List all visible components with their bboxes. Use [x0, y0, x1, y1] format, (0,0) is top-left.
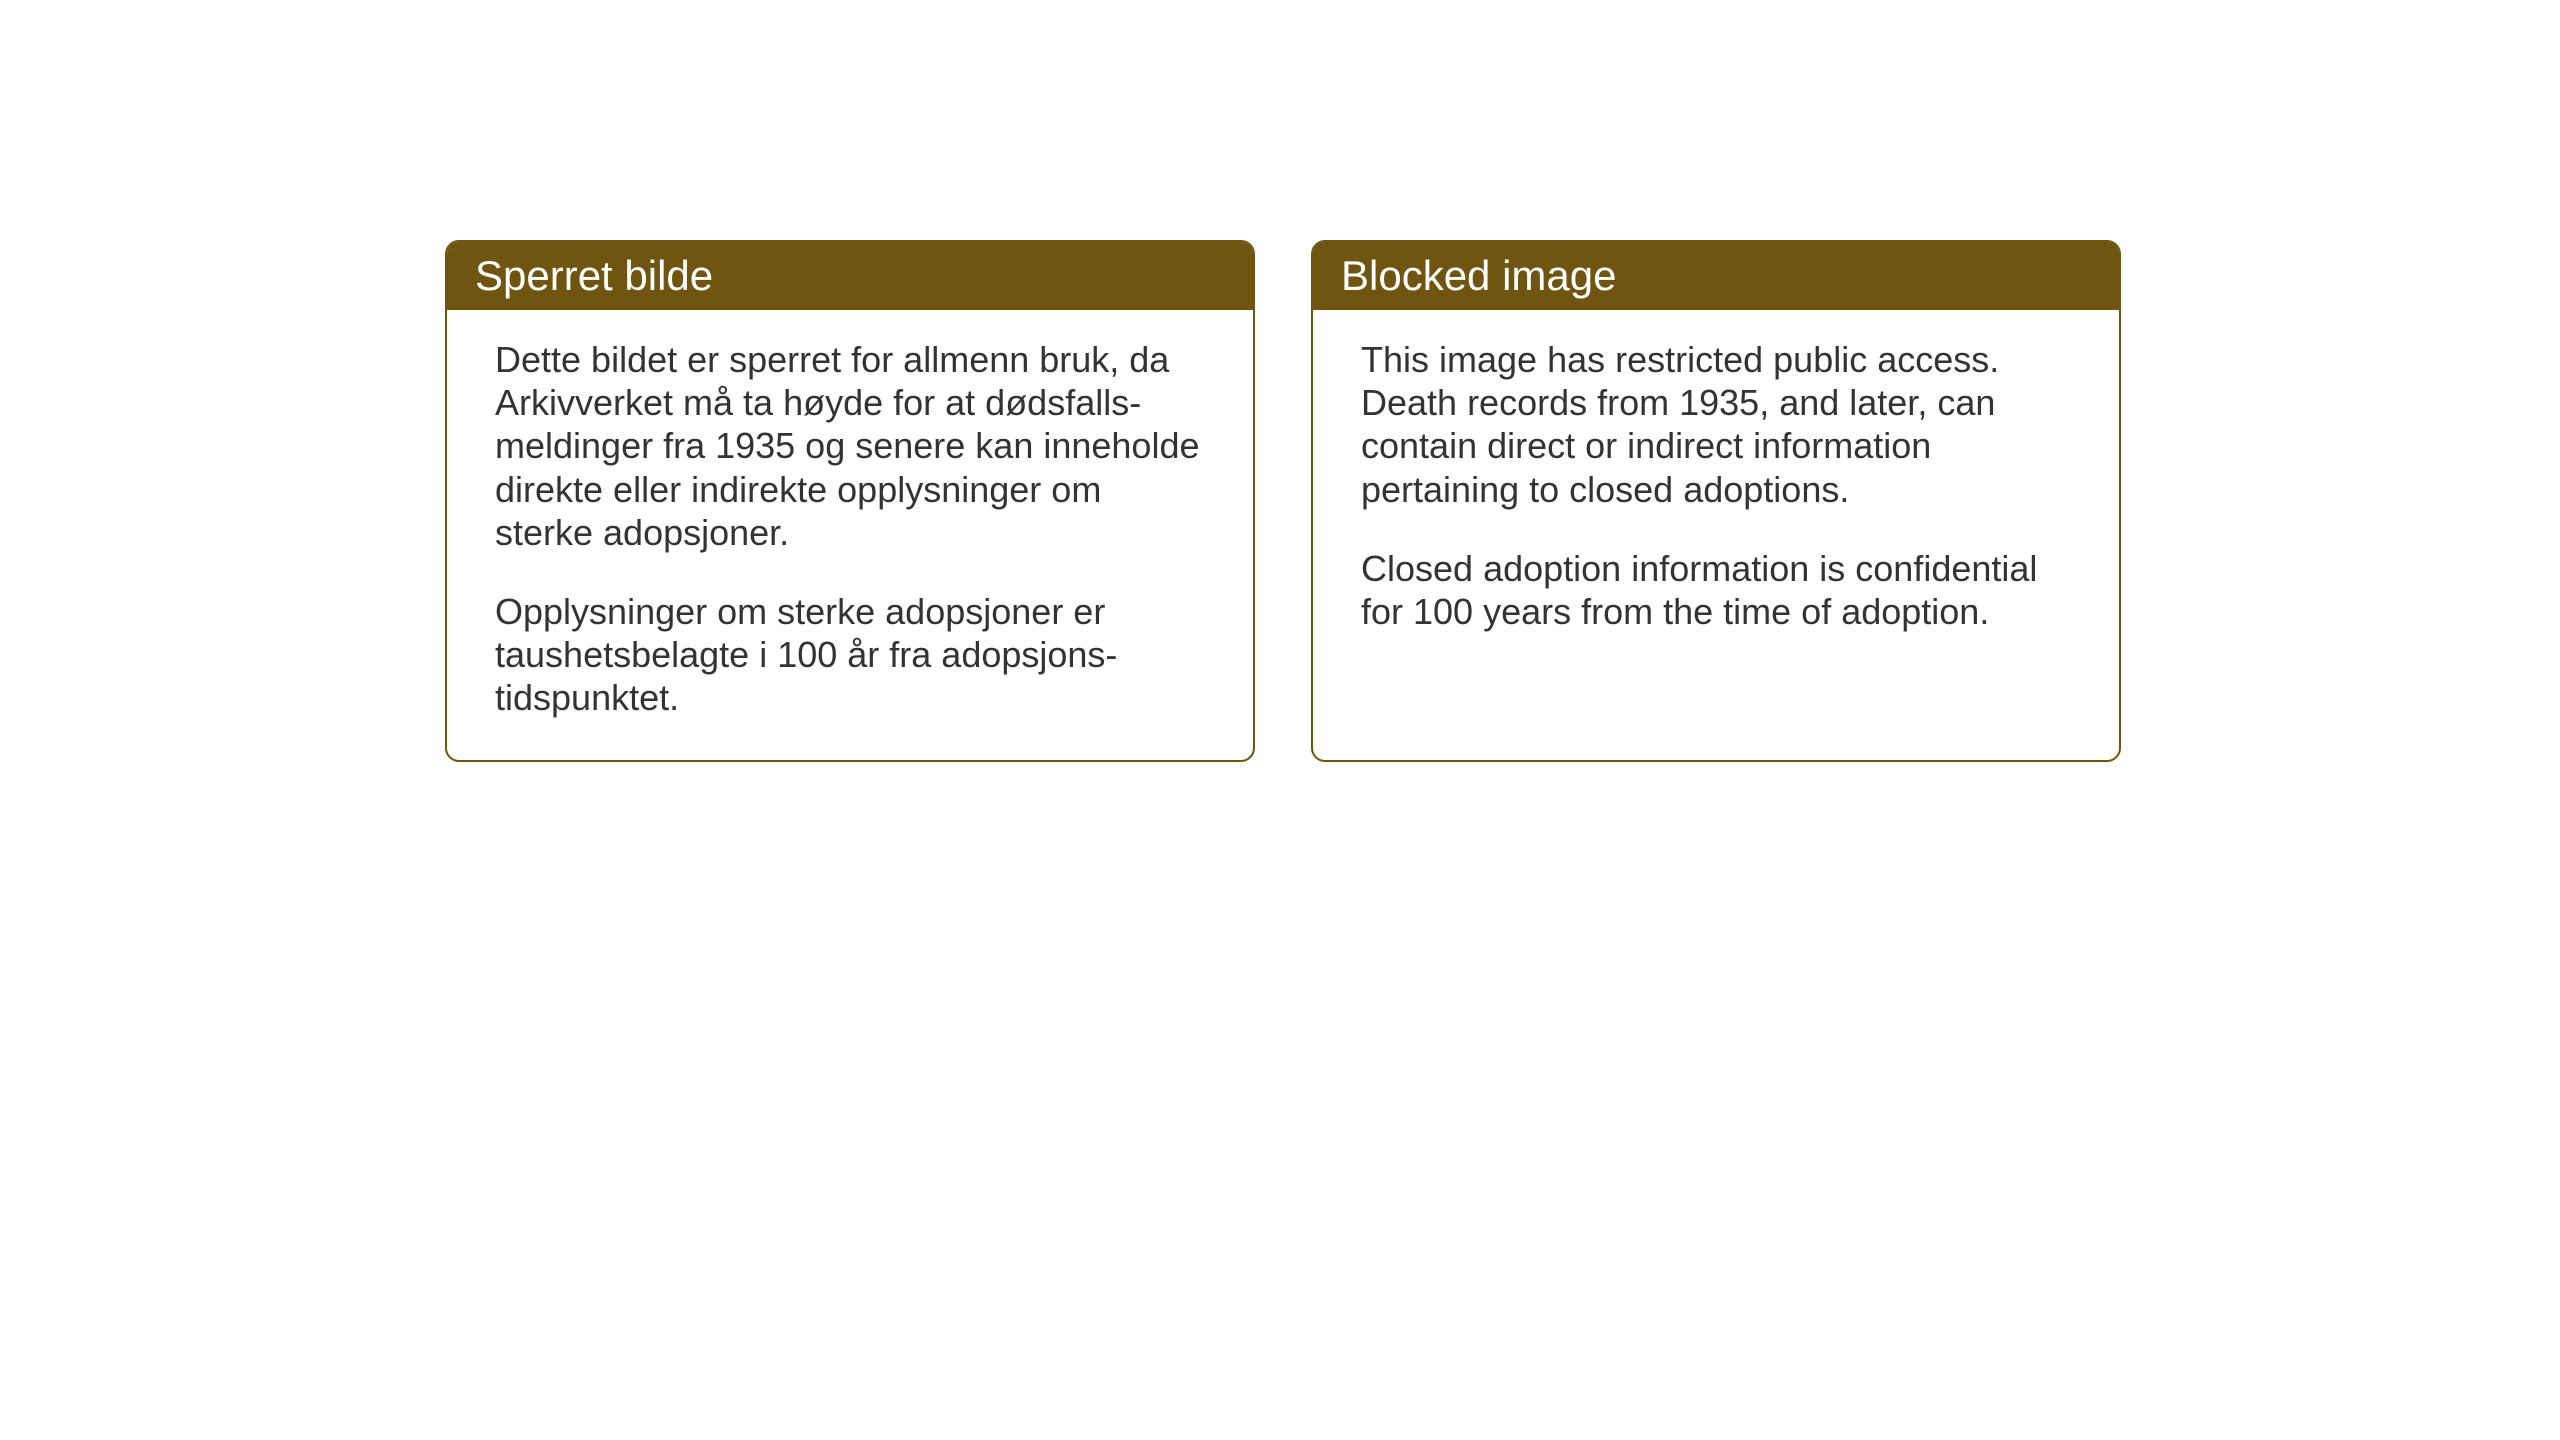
- card-paragraph-2-norwegian: Opplysninger om sterke adopsjoner er tau…: [495, 590, 1205, 720]
- card-paragraph-1-english: This image has restricted public access.…: [1361, 338, 2071, 511]
- card-english: Blocked image This image has restricted …: [1311, 240, 2121, 762]
- card-title-english: Blocked image: [1341, 252, 1616, 299]
- card-header-norwegian: Sperret bilde: [447, 242, 1253, 310]
- card-body-norwegian: Dette bildet er sperret for allmenn bruk…: [447, 310, 1253, 760]
- card-norwegian: Sperret bilde Dette bildet er sperret fo…: [445, 240, 1255, 762]
- card-title-norwegian: Sperret bilde: [475, 252, 713, 299]
- card-header-english: Blocked image: [1313, 242, 2119, 310]
- card-body-english: This image has restricted public access.…: [1313, 310, 2119, 748]
- card-paragraph-2-english: Closed adoption information is confident…: [1361, 547, 2071, 633]
- card-paragraph-1-norwegian: Dette bildet er sperret for allmenn bruk…: [495, 338, 1205, 554]
- cards-container: Sperret bilde Dette bildet er sperret fo…: [445, 240, 2121, 762]
